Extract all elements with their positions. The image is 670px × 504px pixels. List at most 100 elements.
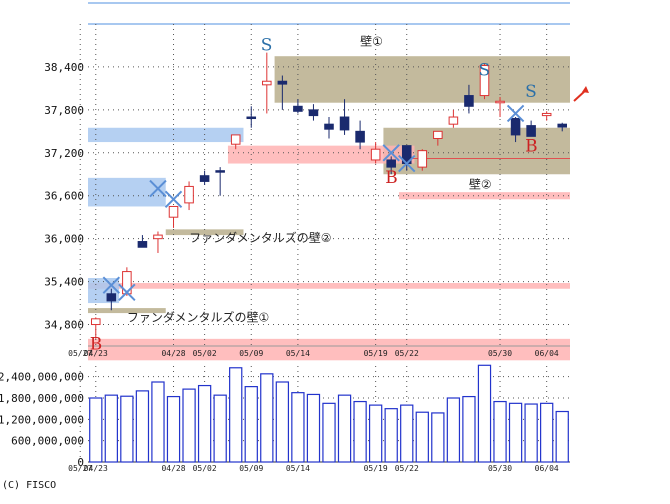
prior-zone-6 — [88, 127, 244, 143]
support-zone-5 — [88, 338, 570, 361]
volume-tick-label: 1,800,000,000 — [0, 392, 84, 405]
price-tick-label: 34,800 — [44, 319, 84, 332]
candle-body — [355, 130, 365, 143]
volume-date-label: 06/04 — [535, 464, 559, 473]
volume-bar — [493, 400, 507, 463]
volume-date-label: 05/27 — [68, 464, 92, 473]
volume-bar — [555, 410, 569, 463]
volume-bar — [508, 402, 523, 463]
cross-stroke — [149, 179, 167, 198]
date-tick-label: 05/27 — [68, 349, 92, 358]
buy-signal: B — [385, 168, 398, 188]
date-tick-label: 05/30 — [488, 349, 512, 358]
volume-bar — [462, 395, 476, 463]
fundamental-zone-10 — [88, 308, 166, 314]
candle-body — [510, 117, 521, 136]
volume-bar — [182, 388, 196, 463]
cross-stroke — [506, 104, 525, 123]
volume-bar — [337, 394, 352, 463]
volume-bar — [104, 394, 118, 463]
volume-bar — [213, 394, 227, 463]
cross-mark-icon — [149, 179, 167, 198]
volume-tick-label: 1,200,000,000 — [0, 413, 84, 426]
volume-bar — [477, 364, 492, 463]
volume-bar — [384, 408, 398, 463]
cross-mark-icon — [164, 190, 183, 209]
cross-mark-icon — [118, 283, 136, 302]
candle-body — [495, 100, 505, 104]
cross-mark-icon — [102, 276, 121, 294]
volume-bar — [260, 373, 274, 463]
volume-bar — [431, 412, 445, 463]
zones-layer — [88, 56, 570, 361]
volume-date-label: 05/30 — [488, 464, 512, 473]
volume-bar — [197, 384, 212, 463]
candle-body — [184, 185, 194, 204]
fundamental-zone-9 — [165, 229, 244, 236]
candle-body — [339, 116, 350, 131]
volume-bar — [400, 404, 414, 463]
price-tick-label: 37,200 — [44, 147, 84, 160]
candle-body — [215, 170, 225, 173]
volume-bar — [229, 367, 243, 463]
date-tick-label: 05/14 — [286, 349, 310, 358]
volume-bar — [368, 404, 383, 463]
cross-stroke — [164, 190, 183, 209]
sell-signal: S — [261, 35, 273, 55]
volume-date-label: 05/14 — [286, 464, 310, 473]
candle-body — [293, 105, 303, 112]
date-tick-label: 06/04 — [535, 349, 559, 358]
candle-body — [230, 134, 241, 145]
cross-stroke — [382, 144, 400, 162]
price-tick-label: 36,000 — [44, 233, 84, 246]
buy-signal: B — [90, 335, 103, 355]
signal-marks: 壁① 壁② ファンダメンタルズの壁② ファンダメンタルズの壁① S S S B B B — [90, 33, 538, 354]
volume-bar — [135, 390, 150, 463]
date-tick-label: 05/02 — [193, 349, 217, 358]
support-zone-3 — [398, 192, 570, 200]
volume-date-label: 04/23 — [84, 464, 108, 473]
volume-bar — [291, 392, 305, 463]
zone-label: 壁① — [360, 33, 383, 48]
support-zone-2 — [227, 145, 415, 164]
volume-bar — [353, 400, 367, 463]
volume-tick-label: 2,400,000,000 — [0, 371, 84, 384]
candle-body — [464, 95, 474, 107]
cross-stroke — [398, 154, 416, 173]
date-tick-label: 05/22 — [395, 349, 419, 358]
volume-date-label: 04/28 — [161, 464, 185, 473]
price-tick-label: 35,400 — [44, 276, 84, 289]
candle-body — [199, 175, 210, 182]
price-grid — [79, 24, 570, 347]
volume-bar — [540, 402, 554, 463]
candle-body — [417, 150, 428, 168]
volume-tick-label: 600,000,000 — [11, 435, 84, 448]
candle-body — [448, 116, 459, 125]
date-tick-label: 05/19 — [364, 349, 388, 358]
volume-bar — [89, 397, 103, 463]
date-axis: 04/23 04/28 05/02 05/09 05/14 05/19 05/22 05/27… — [68, 349, 559, 358]
candle-body — [324, 123, 334, 130]
candle-body — [541, 112, 552, 117]
volume-date-label: 05/19 — [364, 464, 388, 473]
candle-body — [308, 109, 319, 117]
candle-body — [433, 130, 443, 139]
copyright-credit: (C) FISCO — [2, 480, 56, 491]
cross-mark-icon — [382, 144, 400, 162]
candle-body — [168, 205, 179, 218]
cross-stroke — [102, 276, 121, 294]
cross-mark-icon — [506, 104, 525, 123]
candle-body — [137, 241, 148, 248]
volume-bar — [275, 381, 290, 463]
volume-bar — [446, 397, 461, 463]
zone-label: ファンダメンタルズの壁② — [189, 230, 331, 245]
sell-signal: S — [525, 82, 537, 102]
cross-stroke — [118, 283, 136, 302]
price-axis: 34,800 35,400 36,000 36,600 37,200 37,800 38,4… — [44, 61, 84, 332]
candle-body — [262, 80, 272, 86]
zone-label: ファンダメンタルズの壁① — [127, 310, 269, 325]
volume-tick-label: 0 — [77, 456, 84, 469]
volume-axis: 0 600,000,000 1,200,000,000 1,800,000,000 2,… — [0, 371, 84, 469]
volume-bar — [120, 395, 134, 463]
date-tick-label: 04/23 — [84, 349, 108, 358]
